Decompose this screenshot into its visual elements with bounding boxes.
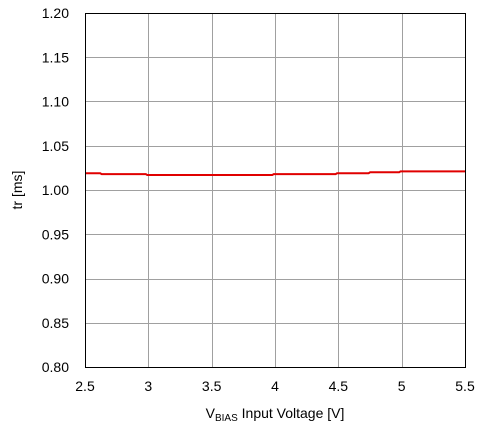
- y-tick-labels: 0.80 0.85 0.90 0.95 1.00 1.05 1.10 1.15 1.20: [42, 5, 69, 375]
- y-tick-label: 0.80: [42, 359, 69, 375]
- x-tick-label: 5: [398, 378, 406, 394]
- x-tick-label: 3: [144, 378, 152, 394]
- series-group: [85, 170, 465, 176]
- y-tick-label: 0.85: [42, 315, 69, 331]
- x-tick-labels: 2.5 3 3.5 4 4.5 5 5.5: [75, 378, 475, 394]
- x-axis-label-suffix: Input Voltage [V]: [238, 405, 345, 421]
- y-tick-label: 1.05: [42, 138, 69, 154]
- y-tick-label: 1.00: [42, 182, 69, 198]
- x-tick-label: 3.5: [202, 378, 222, 394]
- grid-lines: [85, 13, 465, 367]
- x-tick-label: 4: [271, 378, 279, 394]
- y-tick-label: 1.20: [42, 5, 69, 21]
- plot-area-border: [85, 13, 466, 368]
- y-tick-label: 1.15: [42, 49, 69, 65]
- y-tick-label: 0.95: [42, 226, 69, 242]
- y-axis-label: tr [ms]: [9, 171, 25, 210]
- x-axis-label: VBIAS Input Voltage [V]: [206, 405, 345, 424]
- series-line: [85, 170, 465, 176]
- x-axis-label-prefix: V: [206, 405, 216, 421]
- x-tick-label: 4.5: [329, 378, 349, 394]
- x-tick-label: 2.5: [75, 378, 95, 394]
- y-tick-label: 0.90: [42, 271, 69, 287]
- x-tick-label: 5.5: [455, 378, 475, 394]
- y-tick-label: 1.10: [42, 94, 69, 110]
- x-axis-label-subscript: BIAS: [215, 413, 238, 424]
